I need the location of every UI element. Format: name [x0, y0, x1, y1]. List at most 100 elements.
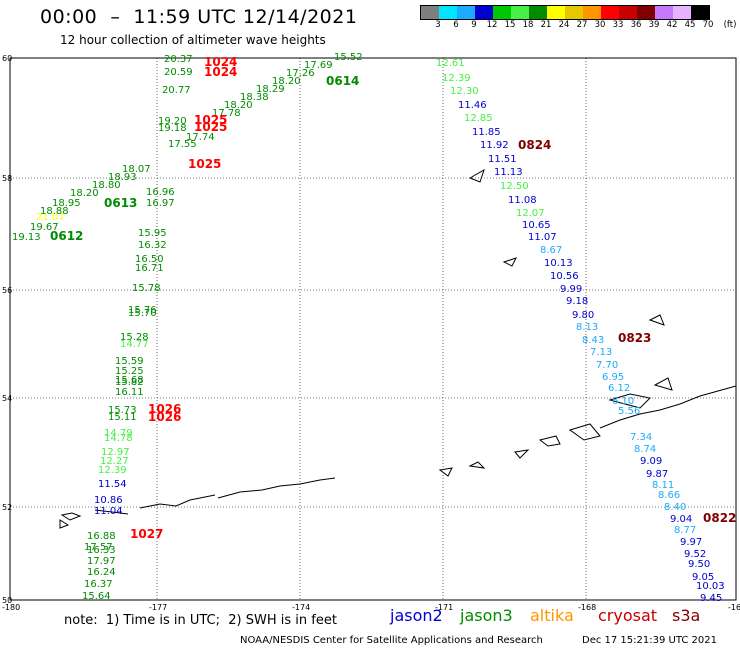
- scale-label: 36: [630, 20, 642, 30]
- pass-time-label: 1024: [204, 65, 237, 79]
- wave-height-label: 15.11: [108, 412, 137, 423]
- scale-swatch: [529, 6, 547, 19]
- pass-time-label: 1025: [194, 120, 227, 134]
- lon-label: -168: [578, 603, 596, 612]
- color-scale-labels: 3 6 9 12 15 18 21 24 27 30 33 36 39 42 45 70 (ft): [420, 20, 740, 32]
- wave-height-label: 15.70: [128, 308, 157, 319]
- wave-height-label: 16.37: [84, 579, 113, 590]
- wave-height-label: 20.59: [164, 67, 193, 78]
- scale-label: 42: [666, 20, 678, 30]
- wave-height-label: 9.99: [560, 284, 582, 295]
- wave-height-label: 16.50: [135, 254, 164, 265]
- pass-time-label: 0614: [326, 74, 359, 88]
- wave-height-label: 16.71: [135, 263, 164, 274]
- coastline: [648, 314, 665, 326]
- wave-height-label: 9.80: [572, 310, 594, 321]
- wave-height-label: 11.85: [472, 127, 501, 138]
- lat-label: 54: [2, 394, 12, 403]
- wave-height-label: 10.03: [696, 581, 725, 592]
- wave-height-label: 18.20: [272, 76, 301, 87]
- scale-swatch: [475, 6, 493, 19]
- scale-unit-label: (ft): [723, 20, 737, 30]
- pass-time-label: 1024: [204, 55, 237, 69]
- wave-height-label: 18.93: [108, 172, 137, 183]
- lat-label: 60: [2, 54, 12, 63]
- pass-time-label: 0824: [518, 138, 551, 152]
- wave-height-label: 7.13: [590, 347, 612, 358]
- wave-height-label: 19.18: [158, 123, 187, 134]
- wave-height-label: 7.34: [630, 432, 652, 443]
- wave-height-label: 17.55: [168, 139, 197, 150]
- wave-height-label: 10.56: [550, 271, 579, 282]
- wave-height-label: 14.79: [104, 428, 133, 439]
- wave-height-label: 9.50: [688, 559, 710, 570]
- wave-height-label: 10.13: [544, 258, 573, 269]
- wave-height-label: 9.52: [684, 549, 706, 560]
- wave-height-label: 10.65: [522, 220, 551, 231]
- scale-label: 70: [702, 20, 714, 30]
- wave-height-label: 15.76: [128, 305, 157, 316]
- wave-height-label: 16.33: [87, 545, 116, 556]
- wave-height-label: 15.78: [132, 283, 161, 294]
- wave-height-label: 17.78: [212, 108, 241, 119]
- wave-height-label: 12.27: [100, 456, 129, 467]
- coastline: [653, 377, 673, 391]
- wave-height-label: 16.88: [87, 531, 116, 542]
- wave-height-label: 8.77: [674, 525, 696, 536]
- wave-height-label: 16.24: [87, 567, 116, 578]
- wave-height-label: 20.37: [164, 54, 193, 65]
- wave-height-label: 18.07: [122, 164, 151, 175]
- wave-height-label: 6.12: [608, 383, 630, 394]
- wave-height-label: 18.29: [256, 84, 285, 95]
- page-title: 00:00 – 11:59 UTC 12/14/2021: [40, 6, 358, 28]
- wave-height-label: 16.96: [146, 187, 175, 198]
- pass-time-label: 0613: [104, 196, 137, 210]
- wave-height-label: 19.13: [12, 232, 41, 243]
- coastline: [59, 519, 70, 529]
- legend-item-cryosat: cryosat: [598, 606, 658, 625]
- wave-height-label: 17.57: [84, 542, 113, 553]
- scale-label: 45: [684, 20, 696, 30]
- generation-timestamp: Dec 17 15:21:39 UTC 2021: [582, 635, 717, 646]
- scale-swatch: [565, 6, 583, 19]
- scale-label: 3: [435, 20, 441, 30]
- wave-height-label: 11.04: [94, 506, 123, 517]
- coastline: [468, 168, 485, 183]
- pass-time-label: 1027: [130, 527, 163, 541]
- coastline: [568, 423, 601, 441]
- wave-height-label: 15.25: [115, 366, 144, 377]
- scale-swatch: [637, 6, 655, 19]
- scale-label: 33: [612, 20, 624, 30]
- wave-height-label: 11.46: [458, 100, 487, 111]
- wave-height-label: 8.66: [658, 490, 680, 501]
- wave-height-label: 11.08: [508, 195, 537, 206]
- coastline: [599, 385, 737, 429]
- wave-height-label: 20.77: [162, 85, 191, 96]
- wave-height-label: 12.61: [436, 58, 465, 69]
- wave-height-label: 12.50: [500, 181, 529, 192]
- wave-height-label: 17.26: [286, 68, 315, 79]
- wave-height-label: 17.74: [186, 132, 215, 143]
- pass-time-label: 1025: [194, 113, 227, 127]
- lat-label: 56: [2, 286, 12, 295]
- wave-height-label: 8.67: [540, 245, 562, 256]
- wave-height-label: 11.07: [528, 232, 557, 243]
- wave-height-label: 14.77: [120, 339, 149, 350]
- wave-height-label: 15.95: [138, 228, 167, 239]
- scale-swatch: [457, 6, 475, 19]
- wave-height-label: 21.07: [36, 212, 65, 223]
- lat-label: 58: [2, 174, 12, 183]
- wave-height-label: 17.69: [304, 60, 333, 71]
- wave-height-label: 15.52: [334, 52, 363, 63]
- wave-height-label: 18.38: [240, 92, 269, 103]
- coastline: [468, 461, 486, 469]
- wave-height-label: 15.59: [115, 356, 144, 367]
- scale-label: 21: [540, 20, 552, 30]
- scale-label: 27: [576, 20, 588, 30]
- wave-height-label: 8.40: [664, 502, 686, 513]
- lat-label: 50: [2, 596, 12, 605]
- wave-height-label: 12.39: [442, 73, 471, 84]
- wave-height-label: 5.56: [618, 406, 640, 417]
- coastline: [139, 494, 216, 509]
